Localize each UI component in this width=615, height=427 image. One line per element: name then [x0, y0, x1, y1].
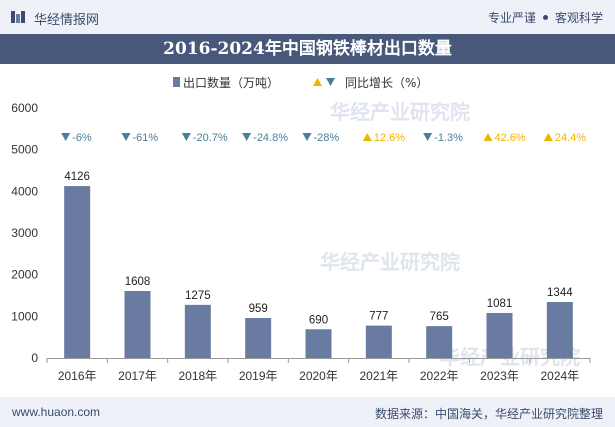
- x-tick-label: 2017年: [118, 369, 157, 383]
- y-tick-label: 5000: [11, 143, 38, 157]
- bar-value-label: 959: [249, 303, 268, 315]
- y-tick-label: 6000: [11, 101, 38, 115]
- yoy-up-triangle-icon: [543, 133, 553, 141]
- x-tick-label: 2020年: [299, 369, 338, 383]
- x-tick-label: 2021年: [359, 369, 398, 383]
- yoy-value-label: 12.6%: [374, 132, 405, 144]
- legend-label-export: 出口数量（万吨）: [183, 75, 279, 90]
- yoy-down-triangle-icon: [242, 133, 252, 141]
- yoy-value-label: -24.8%: [253, 132, 288, 144]
- yoy-up-triangle-icon: [362, 133, 372, 141]
- yoy-value-label: -28%: [314, 132, 340, 144]
- bar-value-label: 1344: [547, 287, 573, 299]
- y-tick-label: 3000: [11, 226, 38, 240]
- yoy-value-label: -61%: [133, 132, 159, 144]
- bar-value-label: 765: [430, 311, 449, 323]
- x-tick-label: 2023年: [480, 369, 519, 383]
- footer-bar: www.huaon.com 数据来源：中国海关，华经产业研究院整理: [0, 397, 615, 427]
- yoy-down-triangle-icon: [61, 133, 71, 141]
- x-tick-label: 2019年: [239, 369, 278, 383]
- x-tick-label: 2022年: [420, 369, 459, 383]
- y-tick-label: 2000: [11, 268, 38, 282]
- yoy-value-label: -1.3%: [434, 132, 463, 144]
- bar-chart: 华经产业研究院华经产业研究院华经产业研究院 出口数量（万吨）同比增长（%） 01…: [11, 75, 591, 383]
- yoy-down-triangle-icon: [181, 133, 191, 141]
- huajing-logo-icon: [11, 11, 25, 23]
- y-tick-label: 1000: [11, 309, 38, 323]
- yoy-down-triangle-icon: [302, 133, 312, 141]
- yoy-value-label: 42.6%: [495, 132, 526, 144]
- bar-2018年: [184, 304, 211, 358]
- x-tick-label: 2016年: [58, 369, 97, 383]
- bar-value-label: 777: [369, 311, 388, 323]
- y-tick-label: 4000: [11, 184, 38, 198]
- yoy-up-triangle-icon: [483, 133, 493, 141]
- tagline-left: 专业严谨: [487, 11, 536, 25]
- title-bar: 2016-2024年中国钢铁棒材出口数量: [0, 34, 615, 64]
- yoy-value-label: 24.4%: [555, 132, 586, 144]
- top-bar: 华经情报网 专业严谨 客观科学: [0, 0, 615, 34]
- legend-down-triangle-icon: [326, 78, 335, 86]
- x-tick-label: 2018年: [178, 369, 217, 383]
- bar-2022年: [426, 326, 453, 358]
- bar-2024年: [546, 302, 573, 358]
- bar-value-label: 4126: [64, 171, 90, 183]
- legend-bar-swatch: [173, 77, 180, 87]
- bar-2017年: [124, 291, 151, 358]
- watermark-text: 华经产业研究院: [320, 250, 460, 274]
- yoy-value-label: -6%: [72, 132, 92, 144]
- bar-2019年: [245, 318, 272, 358]
- tagline: 专业严谨 客观科学: [488, 9, 603, 26]
- separator-dot-icon: [542, 15, 548, 20]
- yoy-down-triangle-icon: [423, 133, 433, 141]
- bar-value-label: 1081: [487, 298, 513, 310]
- bar-value-label: 690: [309, 314, 328, 326]
- bar-2023年: [486, 312, 513, 358]
- brand-name: 华经情报网: [34, 12, 100, 27]
- bar-2016年: [64, 186, 91, 358]
- tagline-right: 客观科学: [554, 11, 603, 25]
- legend-up-triangle-icon: [313, 78, 322, 86]
- watermark-text: 华经产业研究院: [330, 100, 470, 124]
- bar-value-label: 1608: [125, 276, 151, 288]
- x-tick-label: 2024年: [540, 369, 579, 383]
- chart-title: 2016-2024年中国钢铁棒材出口数量: [163, 39, 452, 59]
- bar-2021年: [365, 325, 392, 358]
- legend-label-yoy: 同比增长（%）: [345, 76, 428, 90]
- data-source: 数据来源：中国海关，华经产业研究院整理: [374, 407, 603, 421]
- yoy-value-label: -20.7%: [193, 132, 228, 144]
- website-link[interactable]: www.huaon.com: [12, 405, 101, 419]
- bar-value-label: 1275: [185, 290, 211, 302]
- y-tick-label: 0: [31, 351, 38, 365]
- bar-2020年: [305, 329, 332, 358]
- yoy-down-triangle-icon: [121, 133, 131, 141]
